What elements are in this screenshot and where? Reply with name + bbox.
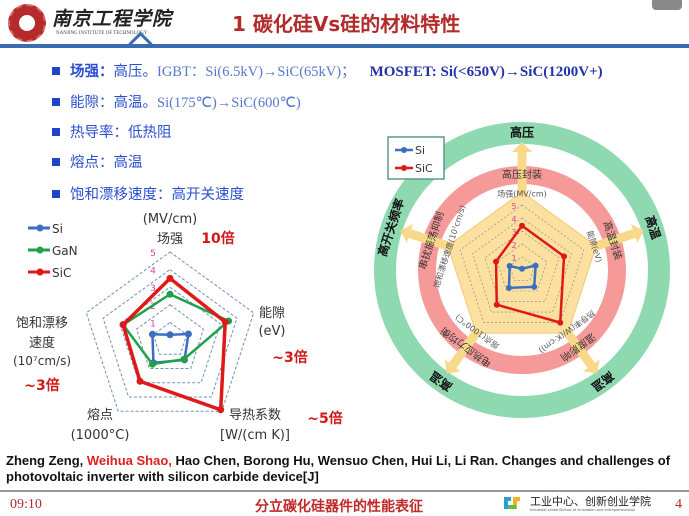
data-point-GaN [148, 360, 156, 368]
data-point-Si [519, 265, 525, 272]
tick-label: 5 [511, 202, 516, 211]
tick-label: 1 [511, 254, 516, 263]
legend-box [387, 136, 445, 180]
grid-ring [119, 286, 221, 384]
grid-ring [102, 268, 238, 398]
legend-label-SiC: SiC [415, 162, 433, 175]
grid-ring [496, 243, 548, 292]
data-point-SiC [561, 253, 568, 260]
grid-ring [135, 304, 205, 369]
axis-label-sat-line1: 饱和漂移 [16, 315, 68, 331]
university-name-logo: 南京工程学院 [52, 8, 173, 30]
tick-label: 5 [150, 249, 156, 259]
axis-unit-sat: (10⁷cm/s) [13, 354, 71, 368]
data-point-Si [506, 262, 513, 269]
data-point-Si [532, 262, 539, 269]
legend-marker-Si [36, 224, 44, 232]
data-point-GaN [166, 290, 174, 298]
page-number: 4 [675, 497, 682, 512]
radar-chart-si-sic-applications: 12345高压高压封装场强(MV/cm)高温高温封装能隙(eV)高温温度影响热导… [374, 122, 670, 418]
citation: Zheng Zeng, Weihua Shao, Hao Chen, Boron… [6, 453, 671, 484]
tick-label: 4 [511, 215, 516, 224]
data-point-SiC [493, 301, 500, 308]
tick-label: 1 [150, 319, 156, 329]
grid-ring [152, 321, 188, 355]
data-point-Si [166, 331, 174, 339]
footer-time: 09:10 [10, 497, 42, 512]
axis-label-field: 场强 [157, 232, 183, 247]
data-point-SiC [166, 274, 174, 282]
data-point-SiC [136, 377, 144, 385]
legend-marker-GaN [36, 246, 44, 254]
tick-label: 3 [511, 228, 516, 237]
arrow-head-icon [400, 224, 413, 244]
footer-organization: 工业中心、创新创业学院 [530, 495, 651, 508]
legend-marker-SiC [401, 165, 407, 171]
footer-organization-english: Industrial center/School of innovation a… [530, 508, 635, 512]
axis-unit-melting: (1000°C) [71, 428, 130, 443]
footer-title: 分立碳化硅器件的性能表征 [255, 499, 423, 515]
bullet-melting-point: 熔点：高温 [52, 151, 143, 172]
data-point-Si [148, 330, 156, 338]
series-line-GaN [121, 292, 231, 366]
axis-unit-gap: (eV) [258, 324, 285, 339]
axis-label-melting: 熔点 [87, 408, 113, 423]
data-point-SiC [221, 318, 229, 326]
series-line-SiC [494, 224, 566, 325]
ratio-gap: ~3倍 [272, 349, 307, 366]
data-point-SiC [519, 222, 525, 229]
legend-label-SiC: SiC [52, 266, 71, 280]
axis-label-sat-line2: 速度 [29, 335, 55, 351]
legend-label-Si: Si [415, 144, 425, 157]
tick-label: 4 [150, 267, 156, 277]
data-point-Si [531, 283, 538, 290]
grid-ring [509, 256, 535, 281]
university-name-english: NANJING INSTITUTE OF TECHNOLOGY [56, 31, 148, 36]
data-point-SiC [493, 258, 500, 265]
background-pentagon [447, 191, 597, 334]
axis-label: 场强(MV/cm) [497, 190, 547, 199]
outer-ring-label: 高温 [642, 214, 664, 241]
axis-label-gap: 能隙 [259, 306, 285, 321]
axis-label-thermal: 导热系数 [229, 408, 281, 423]
data-point-SiC [217, 406, 225, 414]
legend-label-Si: Si [52, 222, 63, 236]
data-point-GaN [180, 355, 188, 363]
footer-divider [0, 490, 689, 492]
series-line-SiC [121, 276, 228, 413]
inner-ring-label: 高压封装 [502, 168, 542, 181]
school-logo-icon [504, 497, 520, 509]
tick-label: 2 [511, 241, 516, 250]
data-point-SiC [557, 319, 564, 326]
ratio-thermal: ~5倍 [307, 410, 342, 427]
header-divider [0, 44, 689, 48]
ratio-sat: ~3倍 [24, 377, 59, 394]
arrow-head-icon [631, 224, 644, 244]
outer-ring-label: 高压 [510, 125, 534, 140]
axis-unit-thermal: [W/(cm K)] [220, 428, 290, 443]
data-point-SiC [119, 321, 127, 329]
data-point-Si [506, 284, 513, 291]
university-seal-logo [8, 4, 46, 42]
legend-marker-SiC [36, 268, 44, 276]
ratio-field: 10倍 [201, 230, 234, 247]
bullet-band-gap: 能隙：高温。Si(175℃)→SiC(600℃) [52, 91, 301, 112]
legend-label-GaN: GaN [52, 244, 78, 258]
arrow-head-icon [583, 359, 600, 374]
legend-marker-Si [401, 147, 407, 153]
arrow-head-icon [444, 359, 461, 374]
slide-title: 1 碳化硅Vs硅的材料特性 [232, 12, 461, 36]
bullet-thermal-conductivity: 热导率：低热阻 [52, 121, 172, 142]
data-point-Si [184, 330, 192, 338]
bullet-field-strength: 场强：高压。IGBT：Si(6.5kV)→SiC(65kV)； MOSFET: S… [52, 60, 603, 81]
tick-label: 3 [150, 284, 156, 294]
outer-ring [374, 122, 670, 418]
slide-menu-button[interactable] [652, 0, 682, 10]
axis-unit-field: (MV/cm) [143, 212, 197, 227]
bullet-saturation-velocity: 饱和漂移速度：高开关速度 [52, 183, 244, 204]
grid-ring [85, 251, 255, 412]
arrow-head-icon [512, 142, 532, 152]
